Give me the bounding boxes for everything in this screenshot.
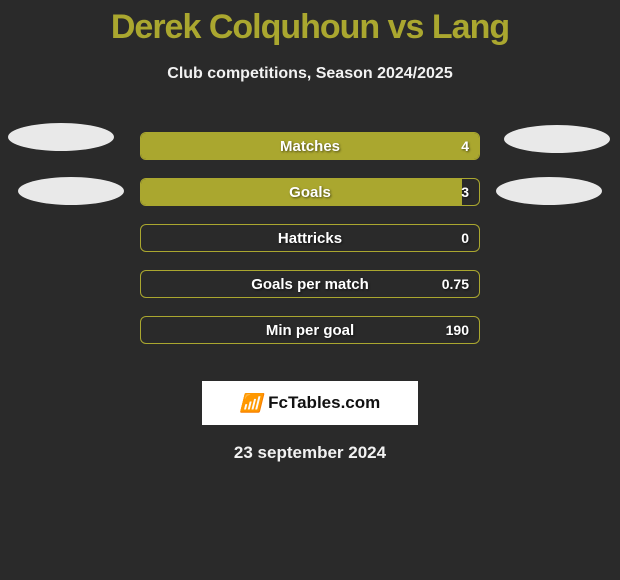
date-label: 23 september 2024 [0, 443, 620, 463]
stat-bar: Min per goal 190 [140, 316, 480, 344]
stat-row: Matches 4 [0, 123, 620, 169]
bar-fill [141, 179, 462, 205]
stat-row: Goals per match 0.75 [0, 261, 620, 307]
stat-bar: Goals per match 0.75 [140, 270, 480, 298]
source-badge[interactable]: 📶 FcTables.com [202, 381, 418, 425]
source-text: FcTables.com [268, 393, 380, 413]
stat-bar: Hattricks 0 [140, 224, 480, 252]
stat-value: 190 [446, 322, 469, 338]
stat-row: Hattricks 0 [0, 215, 620, 261]
page-title: Derek Colquhoun vs Lang [0, 0, 620, 47]
stat-label: Min per goal [141, 322, 479, 339]
stat-row: Goals 3 [0, 169, 620, 215]
stat-bar: Matches 4 [140, 132, 480, 160]
subtitle: Club competitions, Season 2024/2025 [0, 65, 620, 83]
stat-value: 0 [461, 230, 469, 246]
stat-value: 3 [461, 184, 469, 200]
stat-value: 0.75 [442, 276, 469, 292]
bar-fill [141, 133, 479, 159]
comparison-card: Derek Colquhoun vs Lang Club competition… [0, 0, 620, 580]
stat-bar: Goals 3 [140, 178, 480, 206]
chart-icon: 📶 [240, 393, 262, 414]
stat-label: Goals per match [141, 276, 479, 293]
stat-rows: Matches 4 Goals 3 Hattricks 0 Goals per … [0, 123, 620, 353]
stat-row: Min per goal 190 [0, 307, 620, 353]
stat-label: Hattricks [141, 230, 479, 247]
